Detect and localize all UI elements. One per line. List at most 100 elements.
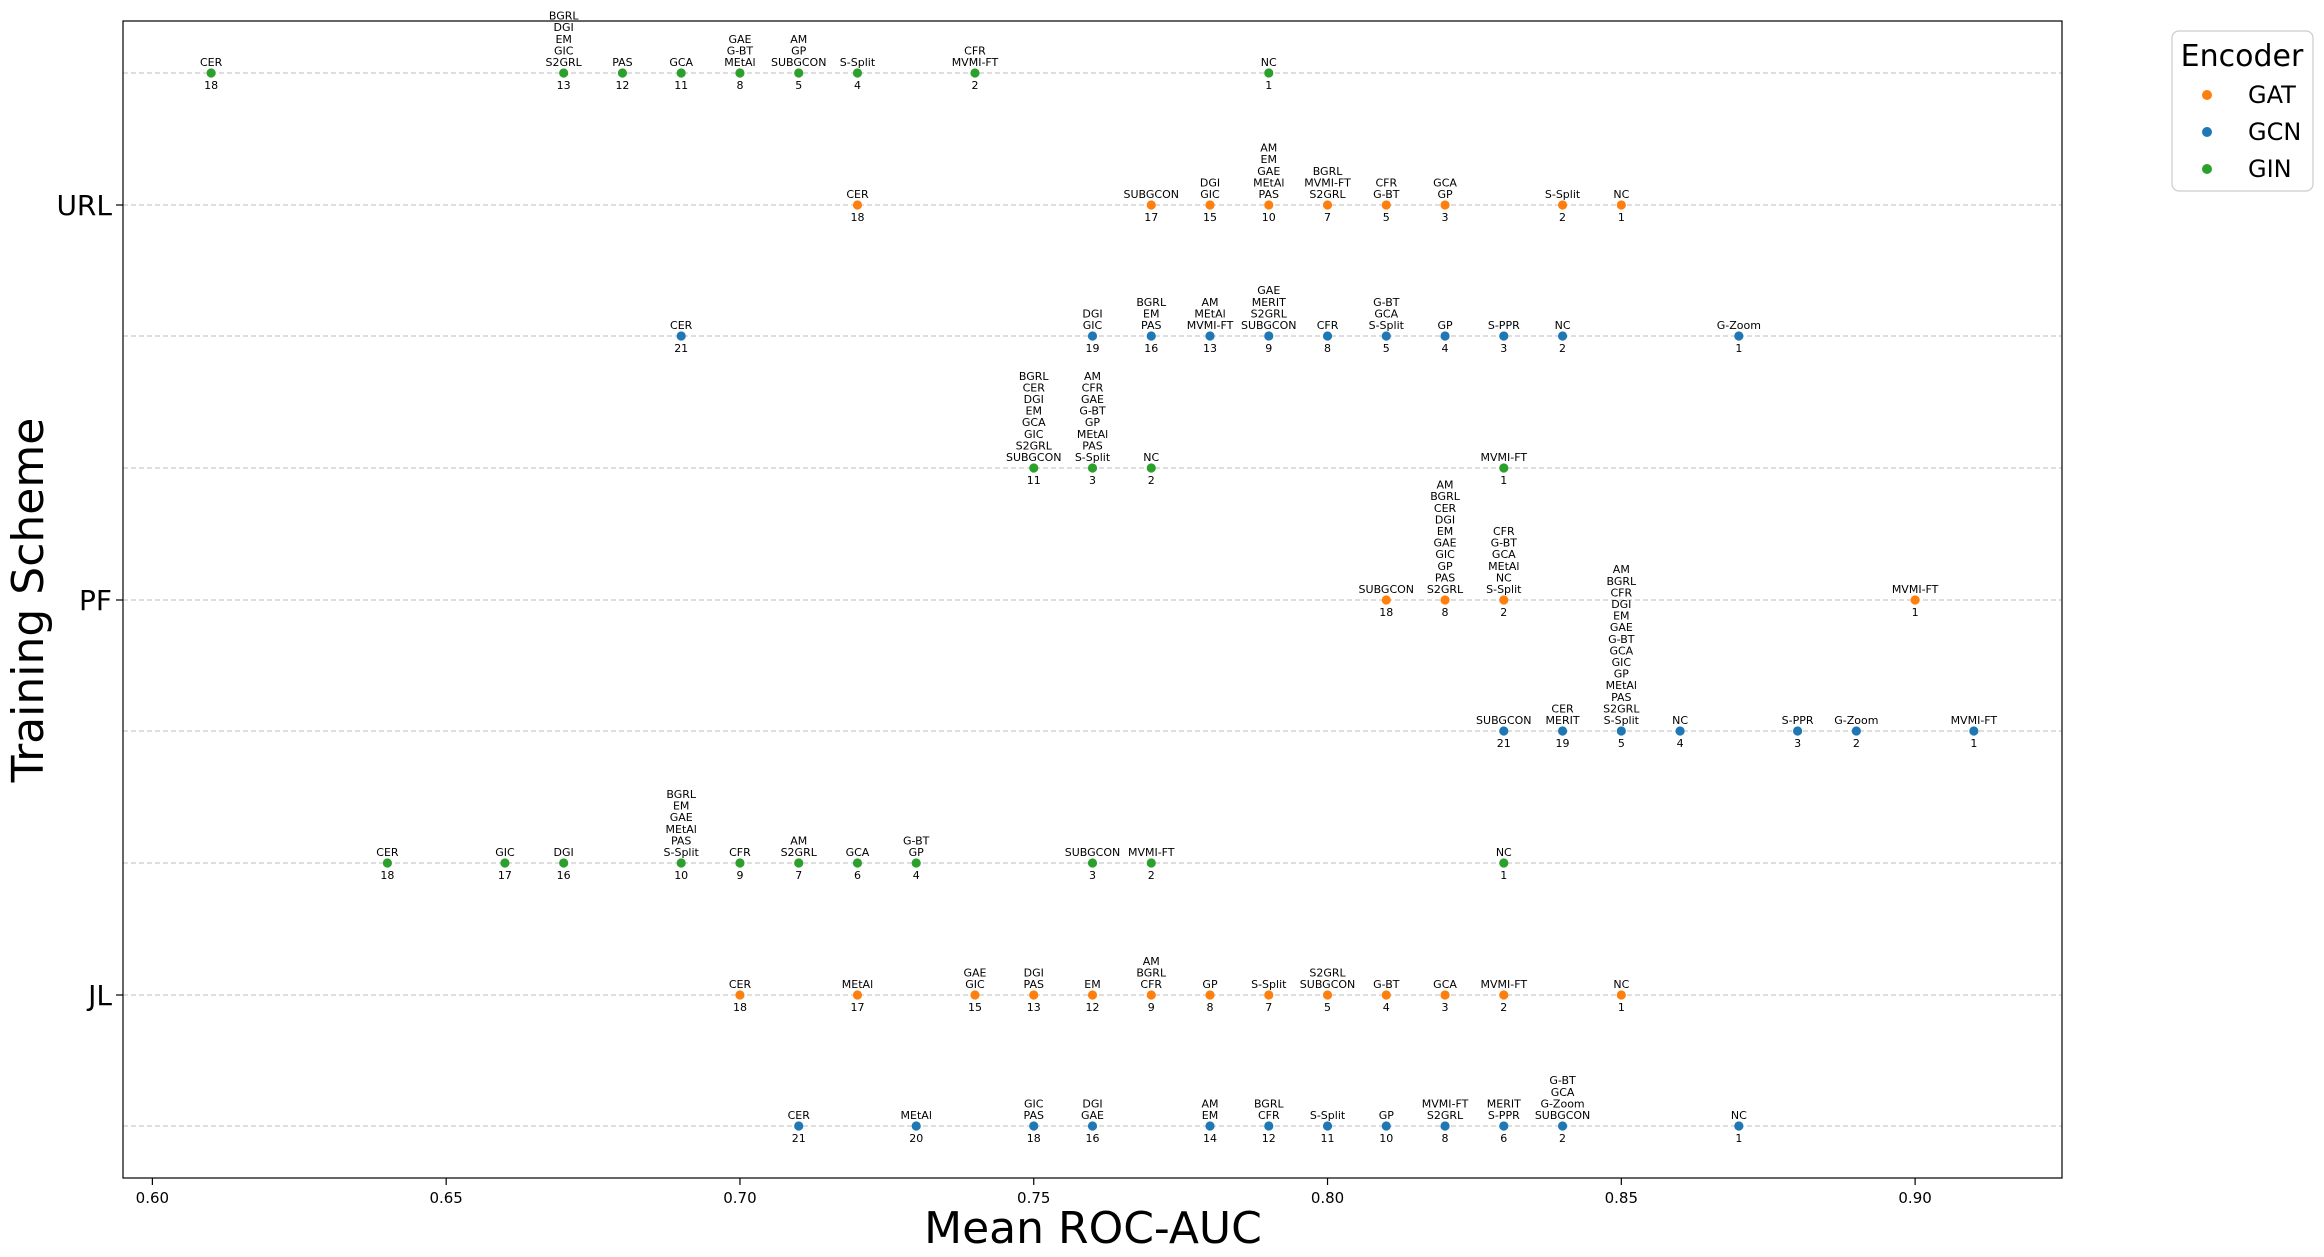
data-point <box>1734 1121 1744 1131</box>
legend-marker-gcn <box>2202 127 2212 137</box>
data-point <box>911 1121 921 1131</box>
method-label: NC <box>1555 319 1571 332</box>
x-tick-label: 0.65 <box>429 1189 462 1207</box>
y-axis-label: Training Scheme <box>3 418 54 784</box>
data-point <box>1734 331 1744 341</box>
method-label: GAE <box>963 966 986 979</box>
rank-label: 12 <box>1086 1001 1100 1014</box>
method-label: GIC <box>1024 1097 1044 1110</box>
method-label: GIC <box>1083 319 1103 332</box>
method-label: CER <box>846 188 869 201</box>
rank-label: 5 <box>795 79 802 92</box>
method-label: GCA <box>1022 416 1046 429</box>
method-label: G-Zoom <box>1540 1097 1584 1110</box>
method-label: S2GRL <box>546 56 583 69</box>
method-label: GP <box>1437 188 1453 201</box>
method-label: MVMI-FT <box>952 56 999 69</box>
method-label: S2GRL <box>1603 702 1640 715</box>
rank-label: 18 <box>204 79 218 92</box>
rank-label: 8 <box>1207 1001 1214 1014</box>
data-point <box>617 68 628 78</box>
data-point <box>1087 331 1098 341</box>
method-label: NC <box>1261 56 1277 69</box>
method-label: S-PPR <box>1488 319 1520 332</box>
rank-label: 1 <box>1970 737 1977 750</box>
method-label: CER <box>1023 381 1046 394</box>
method-label: CFR <box>1317 319 1339 332</box>
legend-box <box>2171 30 2314 192</box>
x-tick-label: 0.60 <box>136 1189 169 1207</box>
rank-label: 4 <box>854 79 861 92</box>
method-label: EM <box>1026 405 1042 418</box>
method-label: BGRL <box>1430 490 1461 503</box>
method-label: GAE <box>1081 393 1104 406</box>
series-pf-gat: SUBGCON18AMBGRLCERDGIEMGAEGICGPPASS2GRL8… <box>1359 479 1939 619</box>
rank-label: 2 <box>1853 737 1860 750</box>
data-point <box>1087 1121 1098 1131</box>
rank-label: 21 <box>792 1132 806 1145</box>
x-tick-label: 0.70 <box>723 1189 756 1207</box>
method-label: GAE <box>728 33 751 46</box>
legend-entries: GAT GCN GIN <box>2202 81 2301 183</box>
data-point <box>676 331 686 341</box>
method-label: MVMI-FT <box>1951 714 1998 727</box>
data-point <box>1381 1121 1391 1131</box>
method-label: MERIT <box>1487 1097 1521 1110</box>
method-label: PAS <box>612 56 632 69</box>
rank-label: 8 <box>736 79 743 92</box>
method-label: EM <box>673 800 689 813</box>
data-point <box>1264 990 1274 1000</box>
method-label: NC <box>1613 978 1629 991</box>
method-label: CER <box>670 319 693 332</box>
method-label: EM <box>1202 1109 1218 1122</box>
method-label: GIC <box>965 978 985 991</box>
method-label: AM <box>1202 296 1219 309</box>
method-label: GCA <box>1433 978 1457 991</box>
data-point <box>852 68 863 78</box>
data-point <box>1616 726 1626 736</box>
method-label: GIC <box>554 44 574 57</box>
data-point <box>1322 990 1333 1000</box>
method-label: S-Split <box>1369 319 1405 332</box>
method-label: GAE <box>1257 284 1280 297</box>
rank-label: 1 <box>1735 342 1742 355</box>
method-label: EM <box>1613 610 1629 623</box>
rank-label: 3 <box>1089 869 1096 882</box>
data-point <box>1381 331 1391 341</box>
y-tick-label: PF <box>79 584 112 617</box>
series-jl-gat: CER18MEtAl17GAEGIC15DGIPAS13EM12AMBGRLCF… <box>729 955 1630 1014</box>
legend-label: GCN <box>2248 118 2301 146</box>
rank-label: 13 <box>1203 342 1217 355</box>
rank-label: 9 <box>736 869 743 882</box>
method-label: MEtAl <box>1606 679 1637 692</box>
data-point <box>1264 68 1274 78</box>
rank-label: 20 <box>909 1132 923 1145</box>
method-label: DGI <box>1082 1097 1102 1110</box>
method-label: SUBGCON <box>1476 714 1531 727</box>
rank-label: 21 <box>1497 737 1511 750</box>
data-point <box>1087 858 1098 868</box>
method-label: SUBGCON <box>1359 583 1414 596</box>
y-tick-label: JL <box>86 979 112 1012</box>
rank-label: 1 <box>1735 1132 1742 1145</box>
series-url-gcn: CER21DGIGIC19BGRLEMPAS16AMMEtAlMVMI-FT13… <box>670 284 1761 355</box>
data-point <box>1264 331 1274 341</box>
method-label: CFR <box>729 846 751 859</box>
data-point <box>1029 990 1039 1000</box>
data-point <box>206 68 216 78</box>
rank-label: 10 <box>674 869 688 882</box>
rank-label: 3 <box>1794 737 1801 750</box>
rank-label: 4 <box>913 869 920 882</box>
data-point <box>1440 200 1450 210</box>
data-point <box>1499 1121 1509 1131</box>
method-label: S2GRL <box>1309 966 1346 979</box>
rank-label: 4 <box>1442 342 1449 355</box>
method-label: BGRL <box>1254 1097 1285 1110</box>
legend-marker-gin <box>2202 164 2212 174</box>
data-point <box>500 858 510 868</box>
rank-label: 2 <box>1500 1001 1507 1014</box>
rank-label: 3 <box>1442 211 1449 224</box>
method-label: SUBGCON <box>1535 1109 1590 1122</box>
data-point <box>676 858 686 868</box>
